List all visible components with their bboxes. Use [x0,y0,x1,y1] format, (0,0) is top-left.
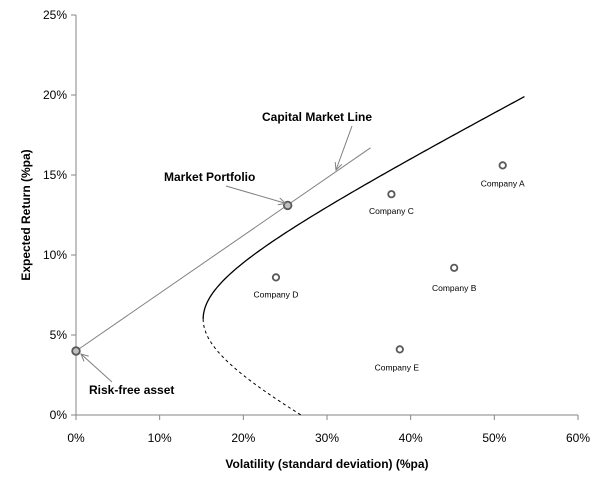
ticks: 0% 10% 20% 30% 40% 50% 60% 0% 5% 10% 15% 20% 25% [43,8,590,445]
x-axis-title: Volatility (standard deviation) (%pa) [225,457,428,471]
y-tick-label: 5% [50,328,68,342]
y-axis-title: Expected Return (%pa) [19,149,33,280]
company-e-label: Company E [375,362,420,372]
capital-market-line-arrow-shaft [335,125,353,171]
cml-line [75,147,371,352]
y-tick-label: 20% [43,88,67,102]
x-tick-label: 50% [482,431,506,445]
company-a-point [498,161,507,170]
capital-market-line-arrow-head [334,161,343,172]
efficient-frontier [202,96,525,416]
company-b-label: Company B [432,283,477,293]
data-points: Company A Company B Company C Company D Comp… [71,161,525,372]
x-tick-label: 10% [148,431,172,445]
market-portfolio-arrow-head [277,197,287,206]
capital-market-line [75,147,371,352]
risk-free-asset-arrow-shaft [80,353,113,383]
company-d-point [271,273,281,282]
risk-free-asset-arrow-head [80,353,89,362]
company-c-point [387,190,396,199]
market-portfolio-label: Market Portfolio [164,170,255,184]
company-d-label: Company D [254,289,299,299]
frontier-lower-dashed [202,318,302,416]
x-tick-label: 20% [231,431,255,445]
company-b-point [450,263,459,272]
company-c-label: Company C [369,206,414,216]
risk-free-asset-point [71,346,81,356]
axes [75,15,578,416]
y-tick-label: 25% [43,8,67,22]
capital-market-line-label: Capital Market Line [262,110,372,124]
y-tick-label: 0% [50,408,68,422]
x-tick-label: 0% [67,431,85,445]
y-tick-label: 15% [43,168,67,182]
annotations: Market Portfolio Capital Market Line Risk-… [80,110,372,397]
risk-free-asset-label: Risk-free asset [89,383,174,397]
frontier-upper [202,96,525,320]
x-tick-label: 30% [315,431,339,445]
company-a-label: Company A [481,178,525,188]
company-e-point [395,345,404,354]
x-tick-label: 60% [566,431,590,445]
market-portfolio-arrow-shaft [225,185,286,204]
y-tick-label: 10% [43,248,67,262]
x-tick-label: 40% [399,431,423,445]
